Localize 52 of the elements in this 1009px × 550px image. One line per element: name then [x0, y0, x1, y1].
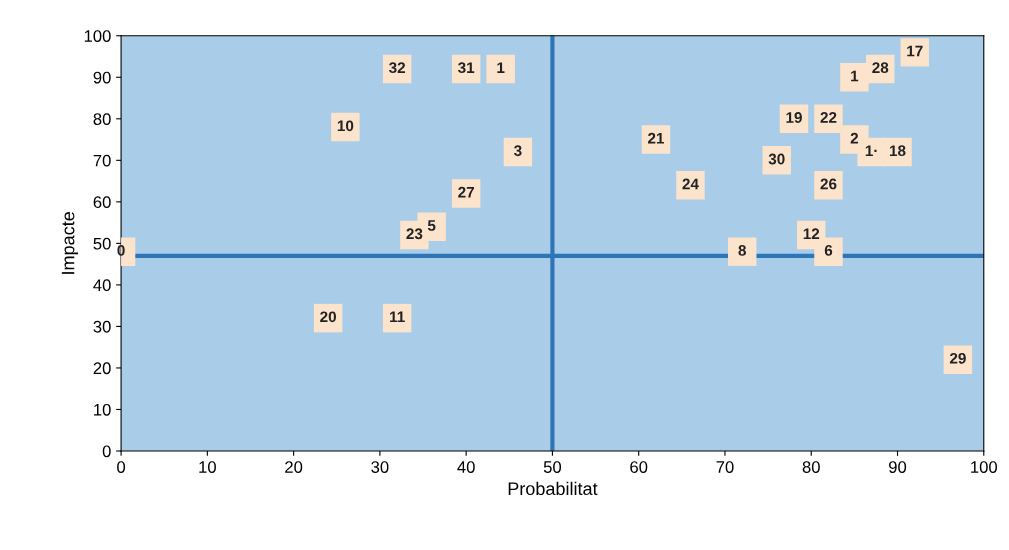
x-tick-label: 50 — [543, 461, 562, 473]
annotation: 32 — [389, 62, 406, 74]
y-tick-label: 50 — [93, 237, 111, 250]
annotation: 27 — [458, 186, 474, 198]
y-tick-label: 60 — [93, 196, 111, 209]
y-tick-label: 10 — [94, 403, 111, 416]
annotation: 1· — [865, 145, 877, 156]
annotation: 1 — [497, 62, 505, 73]
y-tick-label: 20 — [93, 362, 111, 375]
annotation: 21 — [647, 132, 665, 144]
y-tick-label: 80 — [93, 113, 111, 125]
annotation: 1 — [851, 70, 859, 82]
annotation: 20 — [320, 311, 336, 323]
x-tick-label: 40 — [457, 461, 475, 473]
annotation: 19 — [786, 112, 802, 123]
y-tick-label: 0 — [102, 445, 111, 458]
x-tick-label: 30 — [371, 461, 389, 473]
annotation: 24 — [682, 178, 699, 190]
annotation: 17 — [907, 45, 923, 57]
x-tick-label: 20 — [285, 461, 303, 473]
annotation: 22 — [820, 112, 837, 123]
annotation: 30 — [768, 153, 785, 165]
annotation: 31 — [458, 62, 475, 74]
annotation: 0 — [117, 244, 125, 256]
annotation: 23 — [406, 228, 423, 240]
annotation: 26 — [820, 178, 837, 190]
annotation: 10 — [337, 120, 354, 132]
x-tick-label: 0 — [117, 461, 126, 473]
x-tick-label: 80 — [802, 461, 820, 473]
annotation: 3 — [514, 145, 522, 157]
annotation: 8 — [738, 244, 746, 256]
x-tick-label: 70 — [716, 461, 734, 473]
x-tick-label: 100 — [971, 461, 998, 473]
annotation: 11 — [390, 311, 405, 323]
annotation: 12 — [803, 228, 820, 240]
x-tick-label: 90 — [889, 461, 907, 473]
annotation: 2 — [850, 132, 859, 144]
y-tick-label: 40 — [93, 279, 111, 292]
x-tick-label: 10 — [199, 461, 216, 473]
y-tick-label: 100 — [84, 30, 111, 42]
y-axis-title: Impacte — [61, 212, 78, 274]
y-tick-label: 90 — [93, 71, 111, 84]
annotation: 29 — [949, 352, 966, 364]
annotation: 28 — [872, 62, 889, 74]
x-axis-title: Probabilitat — [508, 481, 598, 496]
point — [503, 137, 533, 167]
y-tick-label: 30 — [93, 320, 111, 333]
annotation: 5 — [427, 220, 436, 231]
annotation: 6 — [824, 244, 833, 256]
y-tick-label: 70 — [93, 154, 111, 167]
x-tick-label: 60 — [630, 461, 648, 473]
annotation: 18 — [889, 145, 906, 157]
